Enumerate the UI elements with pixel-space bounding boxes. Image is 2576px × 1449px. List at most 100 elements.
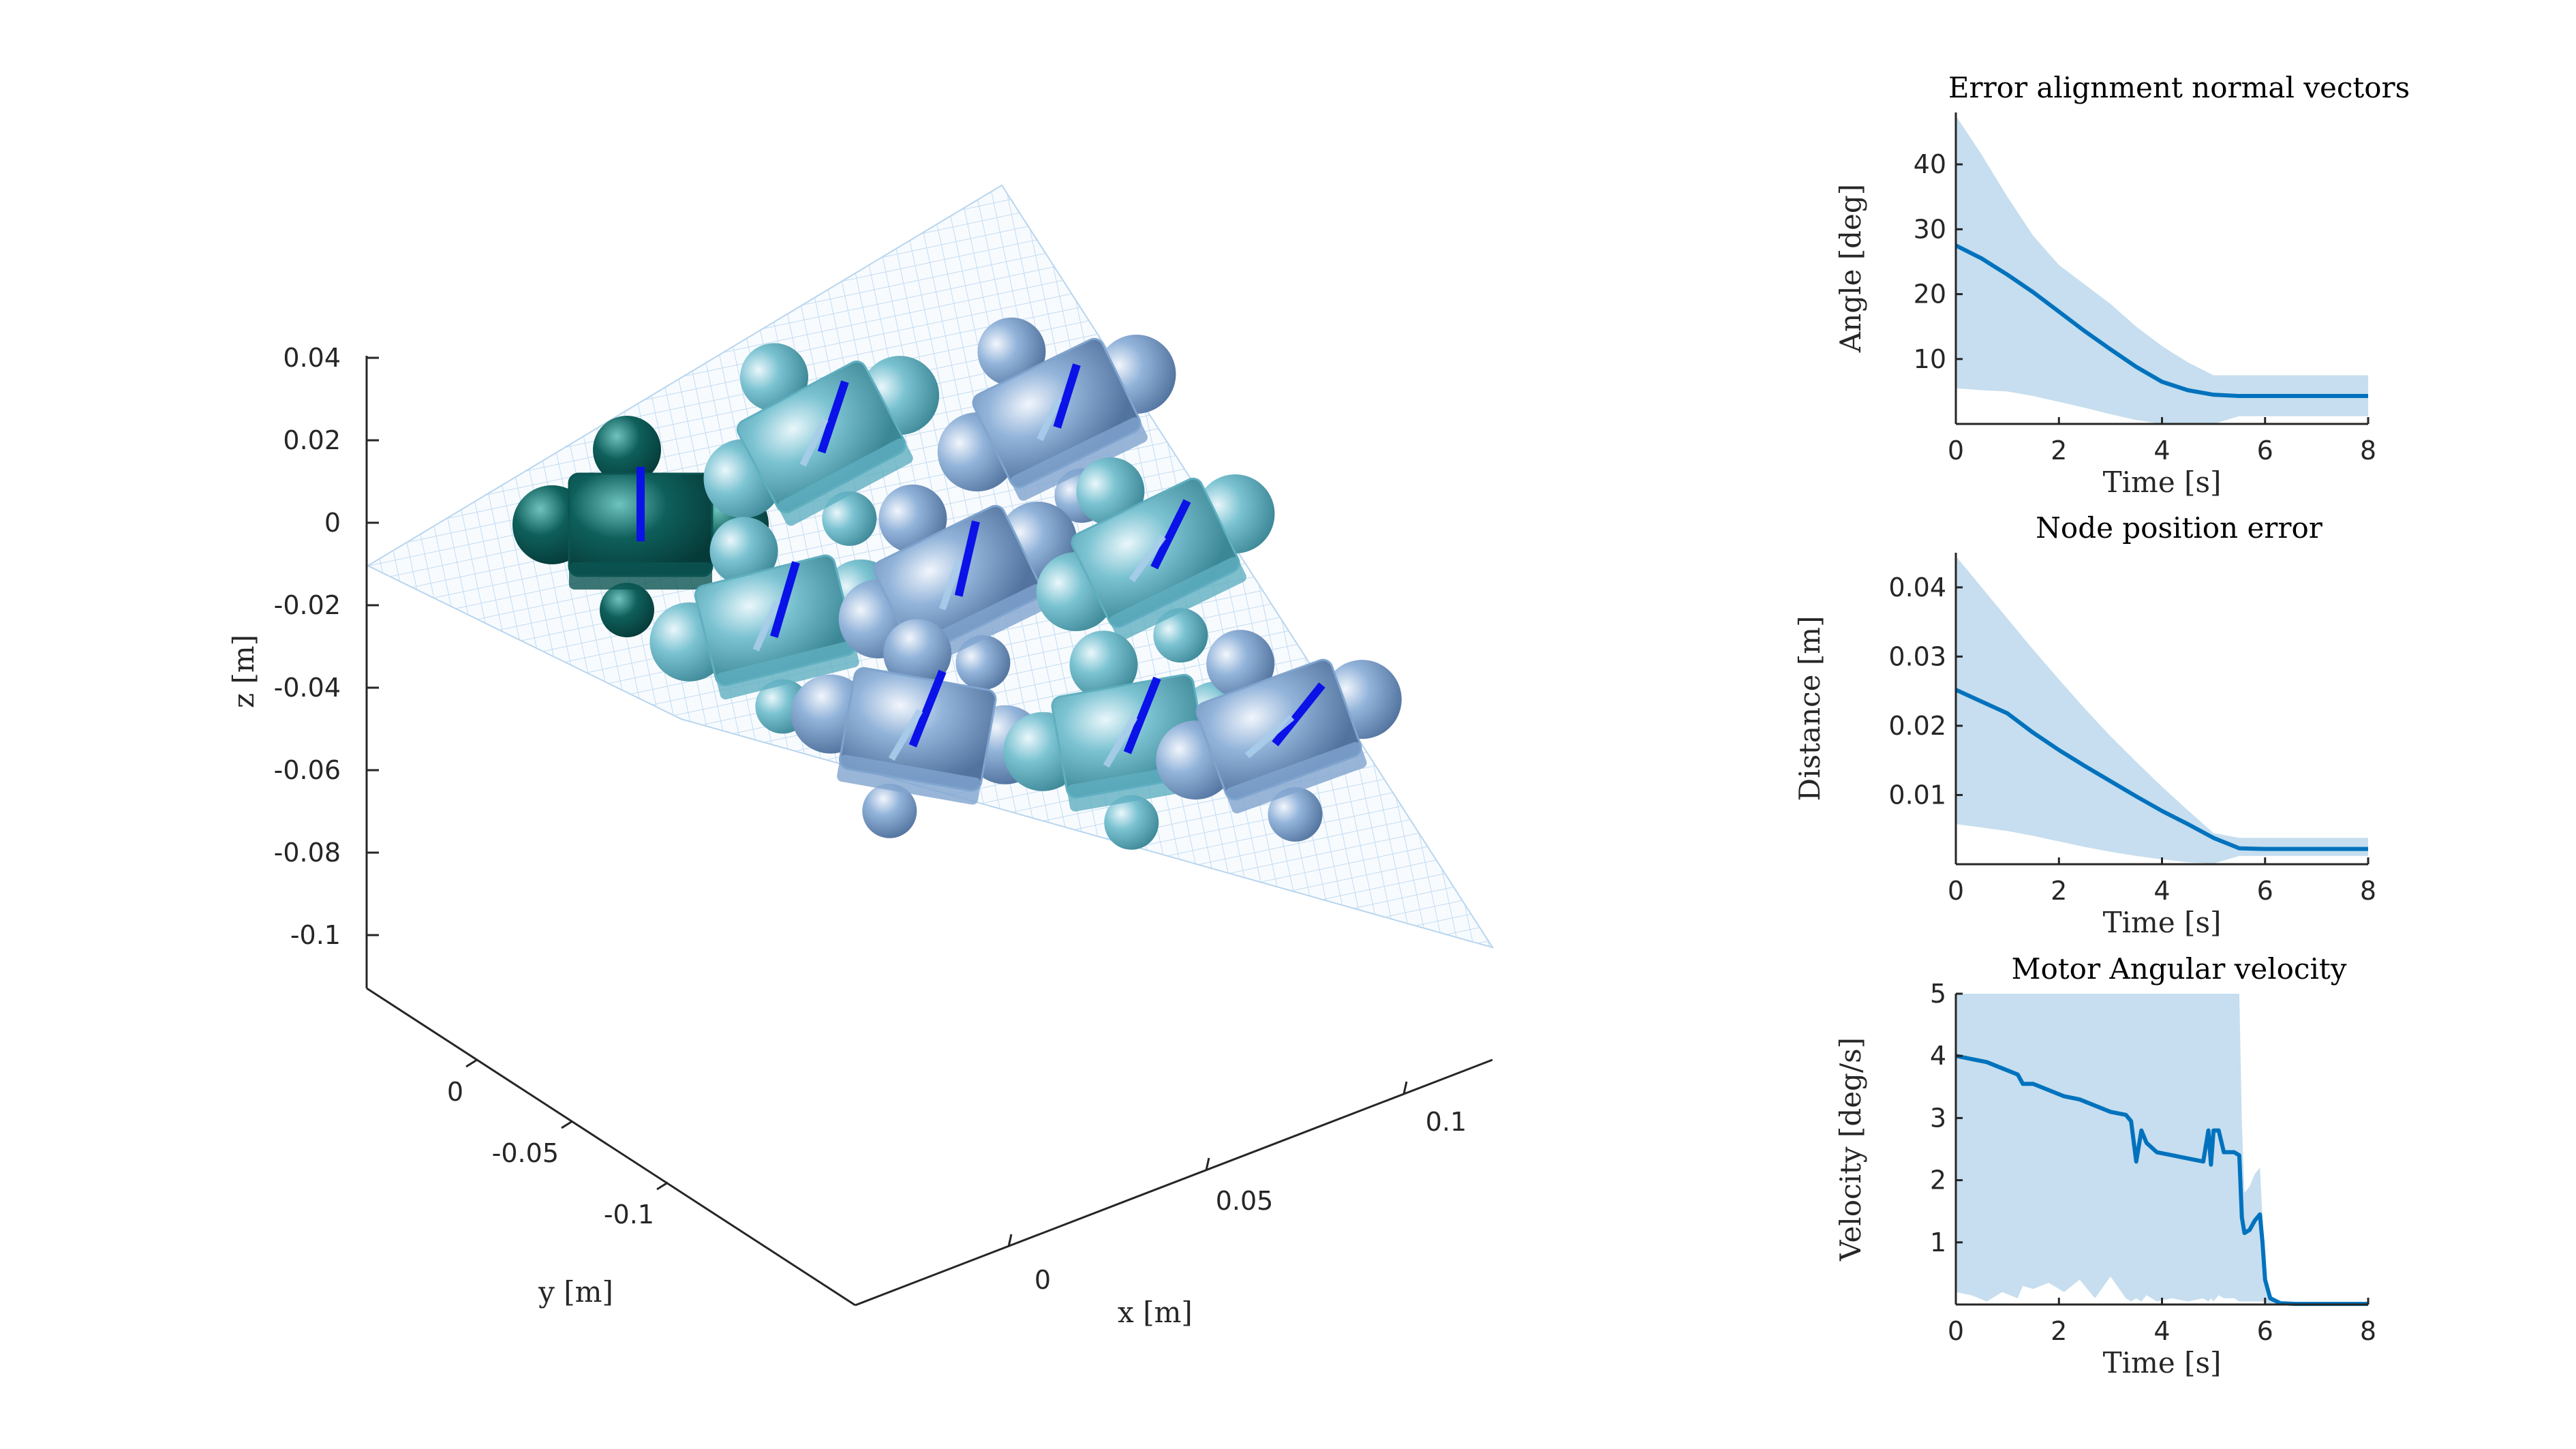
x-axis-label: x [m] [1118, 1296, 1193, 1329]
x-axis-label: Time [s] [2103, 1346, 2222, 1379]
normal-vector [888, 669, 947, 761]
std-band [1956, 115, 2368, 424]
y-tick-mark [561, 1120, 573, 1129]
z-tick-label: -0.1 [290, 920, 341, 950]
robot-scene-3d: 0.04 0.02 0 -0.02 -0.04 -0.06 -0.08 -0.1 0 -0.05… [227, 184, 1494, 1329]
mean-line [1954, 688, 2368, 851]
y-tick-label: 0 [447, 1077, 463, 1107]
joint-sphere [878, 484, 947, 553]
z-tick-label: 0.02 [283, 425, 341, 455]
normal-vector [799, 380, 849, 467]
module-body-side [569, 562, 712, 590]
robot-module [703, 343, 940, 546]
x-tick-label: 2 [2051, 1316, 2067, 1346]
joint-sphere [1206, 630, 1275, 699]
target-normal-line [1244, 714, 1295, 759]
x-tick-mark [1007, 1234, 1013, 1247]
joint-sphere [977, 317, 1046, 386]
normal-vector-line [817, 380, 849, 454]
joint-sphere [1069, 630, 1138, 699]
robot-module [937, 317, 1176, 523]
joint-sphere [822, 491, 877, 546]
x-tick-label: 4 [2153, 436, 2170, 466]
x-tick-label: 4 [2153, 1316, 2170, 1346]
y-tick-label: 3 [1930, 1103, 1946, 1133]
std-band [1956, 556, 2368, 864]
x-axis-ticks: 0 0.05 0.1 [1007, 1081, 1467, 1295]
z-tick-label: -0.08 [274, 838, 341, 868]
z-tick-label: -0.02 [274, 590, 341, 620]
joint-sphere [883, 619, 952, 688]
joint-sphere [709, 517, 778, 585]
chart-1: 0 2 4 6 8 10 20 30 40 Error alignment normal vect… [1834, 71, 2410, 499]
normal-vector [1037, 363, 1081, 442]
normal-vector-line [908, 669, 947, 748]
module-body-side [1011, 417, 1148, 501]
mean-line [1955, 1054, 2368, 1307]
normal-vector-line [1150, 499, 1191, 570]
y-axis-ticks: 0 -0.05 -0.1 [447, 1058, 669, 1230]
x-tick-label: 0 [1948, 876, 1964, 906]
y-axis-label: y [m] [538, 1275, 613, 1309]
z-tick-label: 0.04 [283, 343, 341, 373]
x-tick-label: 8 [2360, 876, 2376, 906]
normal-vector-line [1053, 363, 1081, 429]
x-tick-label: 0 [1034, 1265, 1051, 1295]
normal-vector [1129, 499, 1191, 583]
y-tick-label: 0.02 [1888, 711, 1946, 741]
x-tick-mark [1205, 1157, 1210, 1171]
module-body-side [1109, 557, 1246, 641]
module-body-side [1225, 742, 1367, 814]
x-axis-label: Time [s] [2103, 906, 2222, 939]
joint-sphere [1104, 795, 1159, 850]
y-tick-mark [656, 1181, 669, 1191]
module-body-side [837, 754, 981, 805]
joint-sphere [955, 635, 1011, 690]
x-tick-label: 8 [2360, 1316, 2376, 1346]
chart-title: Error alignment normal vectors [1948, 71, 2410, 104]
y-axis-line [366, 987, 856, 1307]
target-normal-line [752, 600, 780, 652]
x-tick-label: 2 [2051, 436, 2067, 466]
z-tick-label: 0 [324, 508, 341, 538]
normal-vector [752, 561, 800, 652]
chart-3: 0 2 4 6 8 1 2 3 4 5 Motor Angular velocity Time [s]… [1834, 952, 2376, 1379]
module-body-side [778, 438, 913, 526]
target-normal-line [799, 417, 829, 467]
target-normal-line [939, 559, 962, 611]
robot-modules [512, 317, 1402, 850]
x-tick-label: 0.05 [1216, 1186, 1274, 1216]
y-tick-label: 30 [1914, 214, 1946, 244]
y-tick-label: 40 [1914, 149, 1946, 179]
y-tick-label: 20 [1914, 279, 1946, 309]
y-tick-label: 1 [1930, 1227, 1946, 1257]
y-axis-label: Distance [m] [1793, 616, 1826, 802]
joint-sphere [1076, 457, 1145, 525]
x-tick-label: 0.1 [1426, 1107, 1467, 1137]
joint-sphere [1268, 787, 1323, 842]
normal-vector [939, 520, 980, 611]
x-tick-label: 8 [2360, 436, 2376, 466]
z-tick-label: -0.06 [274, 755, 341, 785]
x-tick-label: 0 [1948, 436, 1964, 466]
y-tick-label: 0.01 [1888, 780, 1946, 810]
y-tick-label: 10 [1914, 344, 1946, 374]
x-axis-label: Time [s] [2103, 466, 2222, 499]
y-tick-label: 0.03 [1888, 641, 1946, 671]
normal-vector [1244, 682, 1325, 759]
z-axis-label: z [m] [227, 635, 260, 708]
target-normal-line [1037, 397, 1062, 442]
x-tick-label: 0 [1948, 1316, 1964, 1346]
normal-vector-line [1272, 682, 1325, 746]
x-tick-label: 6 [2257, 876, 2273, 906]
robot-module [791, 619, 1045, 838]
y-tick-label: 4 [1930, 1041, 1946, 1071]
chart-2: 0 2 4 6 8 0.01 0.02 0.03 0.04 Node position error… [1793, 511, 2376, 939]
normal-vector-line [770, 561, 800, 638]
y-axis-label: Angle [deg] [1834, 184, 1867, 353]
x-axis-line [855, 1058, 1493, 1307]
joint-sphere [600, 583, 654, 637]
y-tick-label: 0.04 [1888, 573, 1946, 603]
y-tick-label: -0.05 [492, 1138, 559, 1168]
